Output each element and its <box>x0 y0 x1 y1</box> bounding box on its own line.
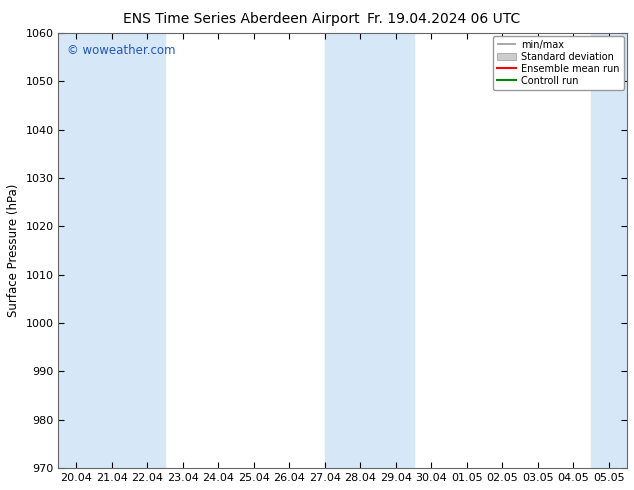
Bar <box>325 33 413 468</box>
Text: ENS Time Series Aberdeen Airport: ENS Time Series Aberdeen Airport <box>122 12 359 26</box>
Text: © woweather.com: © woweather.com <box>67 44 176 57</box>
Y-axis label: Surface Pressure (hPa): Surface Pressure (hPa) <box>7 184 20 318</box>
Legend: min/max, Standard deviation, Ensemble mean run, Controll run: min/max, Standard deviation, Ensemble me… <box>493 36 624 90</box>
Bar <box>58 33 165 468</box>
Bar <box>591 33 634 468</box>
Text: Fr. 19.04.2024 06 UTC: Fr. 19.04.2024 06 UTC <box>367 12 521 26</box>
